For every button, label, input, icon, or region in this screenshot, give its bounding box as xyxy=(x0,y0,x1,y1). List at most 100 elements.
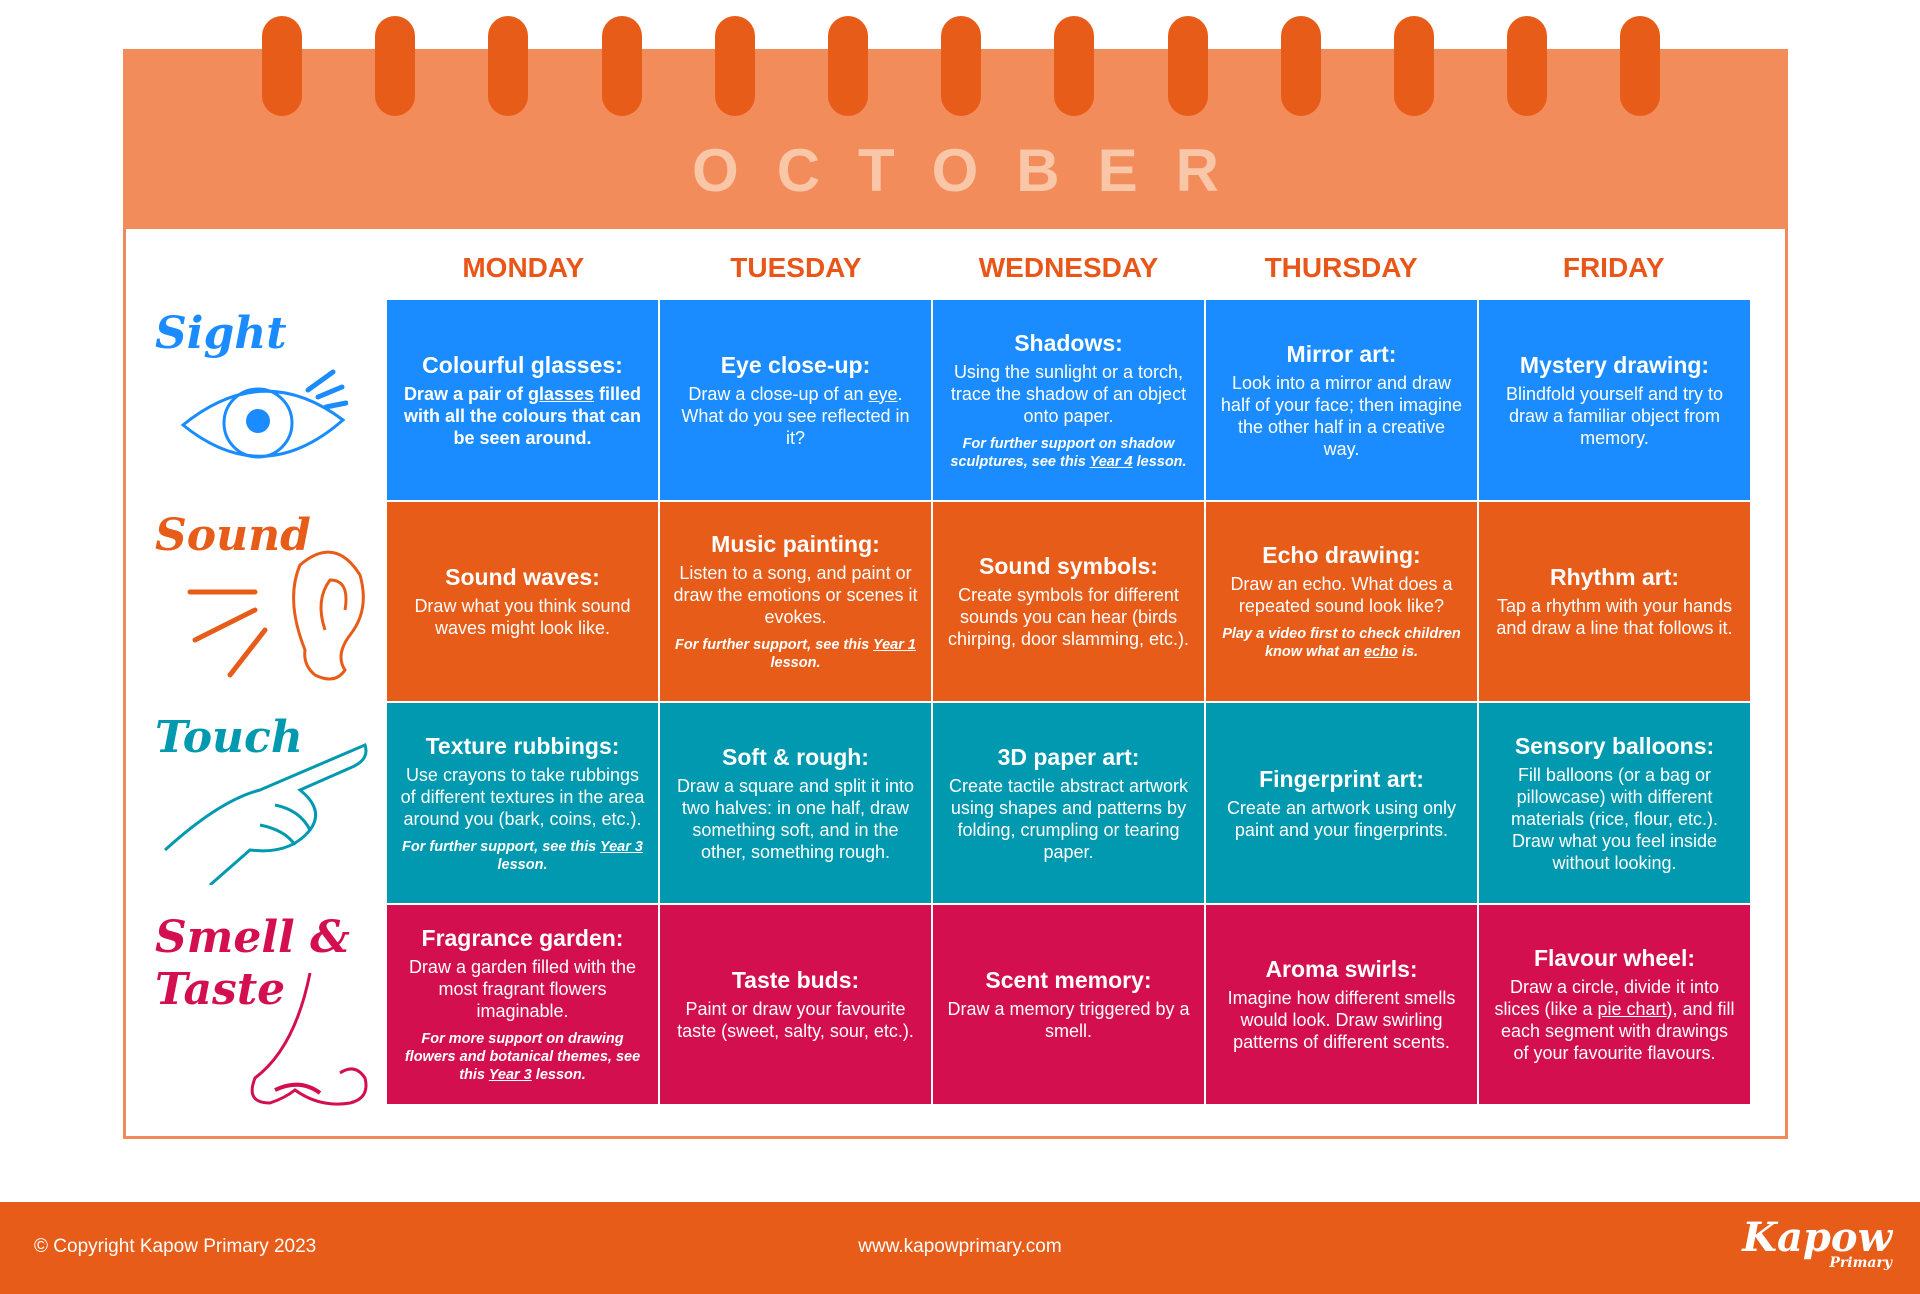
activity-title: Mirror art: xyxy=(1286,340,1397,367)
note-text: lesson. xyxy=(1132,453,1187,470)
activity-description: Draw a circle, divide it into slices (li… xyxy=(1491,976,1738,1064)
activity-description: Create an artwork using only paint and y… xyxy=(1218,797,1465,841)
binder-ring xyxy=(601,16,642,116)
activity-cell: Sound waves: Draw what you think sound wa… xyxy=(387,501,658,701)
activity-cell: Aroma swirls: Imagine how different smell… xyxy=(1206,904,1477,1104)
description-text: Using the sunlight or a torch, trace the… xyxy=(950,361,1187,426)
activity-cell: Echo drawing: Draw an echo. What does a r… xyxy=(1206,501,1477,701)
activity-title: Flavour wheel: xyxy=(1533,945,1696,972)
description-link[interactable]: glasses xyxy=(527,383,595,404)
day-friday: FRIDAY xyxy=(1562,252,1665,283)
website-link[interactable]: www.kapowprimary.com xyxy=(858,1236,1062,1257)
binder-ring xyxy=(488,16,529,116)
pointing-hand-icon xyxy=(163,742,368,885)
binder-ring xyxy=(1620,16,1661,116)
activity-description: Paint or draw your favourite taste (swee… xyxy=(672,998,919,1042)
activity-title: Texture rubbings: xyxy=(425,732,620,759)
activity-cell: Sensory balloons: Fill balloons (or a bag… xyxy=(1479,703,1750,903)
note-text: lesson. xyxy=(531,1067,586,1084)
description-text: Tap a rhythm with your hands and draw a … xyxy=(1496,596,1733,639)
description-text: Create tactile abstract artwork using sh… xyxy=(948,775,1189,862)
support-note: For more support on drawing flowers and … xyxy=(399,1030,646,1084)
description-text: Blindfold yourself and try to draw a fam… xyxy=(1505,383,1724,448)
note-text: Play a video first to check children kno… xyxy=(1222,626,1461,661)
description-text: Draw a pair of xyxy=(403,383,528,404)
activity-description: Fill balloons (or a bag or pillowcase) w… xyxy=(1491,764,1738,874)
activity-grid: Colourful glasses: Draw a pair of glasses… xyxy=(387,300,1750,1104)
day-monday: MONDAY xyxy=(462,252,585,283)
sense-label-sight: Sight xyxy=(155,308,287,359)
activity-description: Draw a memory triggered by a smell. xyxy=(945,998,1192,1042)
activity-description: Tap a rhythm with your hands and draw a … xyxy=(1491,595,1738,639)
description-text: Draw a memory triggered by a smell. xyxy=(947,999,1190,1042)
activity-description: Using the sunlight or a torch, trace the… xyxy=(945,361,1192,427)
eye-icon xyxy=(180,369,348,459)
note-text: For more support on drawing flowers and … xyxy=(404,1031,641,1084)
activity-description: Draw a pair of glasses filled with all t… xyxy=(399,383,646,449)
activity-title: Echo drawing: xyxy=(1262,542,1421,569)
activity-cell: Texture rubbings: Use crayons to take rub… xyxy=(387,703,658,903)
activity-title: Music painting: xyxy=(711,531,880,558)
activity-description: Draw a garden filled with the most fragr… xyxy=(399,956,646,1022)
description-text: Fill balloons (or a bag or pillowcase) w… xyxy=(1510,764,1719,873)
activity-description: Draw an echo. What does a repeated sound… xyxy=(1218,573,1465,617)
binder-ring xyxy=(1507,16,1548,116)
day-tuesday: TUESDAY xyxy=(730,252,862,283)
activity-title: Fingerprint art: xyxy=(1259,765,1424,792)
activity-description: Blindfold yourself and try to draw a fam… xyxy=(1491,383,1738,449)
activity-cell: Soft & rough: Draw a square and split it … xyxy=(660,703,931,903)
note-text: For further support, see this xyxy=(402,838,600,855)
activity-title: Mystery drawing: xyxy=(1519,351,1710,378)
weekday-headings: MONDAY TUESDAY WEDNESDAY THURSDAY FRIDAY xyxy=(387,252,1750,284)
footer: © Copyright Kapow Primary 2023 www.kapow… xyxy=(0,1202,1920,1294)
logo-subtext: Primary xyxy=(1829,1255,1892,1271)
activity-title: Scent memory: xyxy=(985,967,1152,994)
support-note: Play a video first to check children kno… xyxy=(1218,625,1465,661)
activity-cell: Mirror art: Look into a mirror and draw h… xyxy=(1206,300,1477,500)
description-text: . What do you see reflected in it? xyxy=(681,383,910,448)
activity-cell: Fragrance garden: Draw a garden filled wi… xyxy=(387,904,658,1104)
activity-title: Eye close-up: xyxy=(720,351,871,378)
activity-description: Listen to a song, and paint or draw the … xyxy=(672,562,919,628)
note-text: lesson. xyxy=(497,856,548,873)
binder-ring xyxy=(262,16,302,116)
binder-ring xyxy=(714,16,755,116)
description-text: Create an artwork using only paint and y… xyxy=(1226,797,1457,840)
sense-label-touch: Touch xyxy=(155,712,303,763)
support-note: For further support, see this Year 3 les… xyxy=(399,838,646,874)
description-link[interactable]: pie chart xyxy=(1597,999,1667,1020)
support-note: For further support, see this Year 1 les… xyxy=(672,636,919,672)
lesson-link[interactable]: Year 4 xyxy=(1089,453,1133,470)
lesson-link[interactable]: Year 3 xyxy=(488,1067,532,1084)
description-text: Draw a square and split it into two halv… xyxy=(676,775,915,862)
description-text: Draw what you think sound waves might lo… xyxy=(414,596,631,639)
description-link[interactable]: eye xyxy=(868,383,898,404)
lesson-link[interactable]: echo xyxy=(1364,644,1398,661)
description-text: Create symbols for different sounds you … xyxy=(947,585,1190,650)
description-text: Draw an echo. What does a repeated sound… xyxy=(1230,574,1453,617)
description-text: Draw a circle, divide it into slices (li… xyxy=(1494,977,1720,1020)
activity-cell: Eye close-up: Draw a close-up of an eye. … xyxy=(660,300,931,500)
activity-description: Draw a close-up of an eye. What do you s… xyxy=(672,383,919,449)
kapow-logo: Kapow Primary xyxy=(1742,1218,1892,1271)
activity-title: Sound symbols: xyxy=(979,553,1158,580)
activity-description: Create symbols for different sounds you … xyxy=(945,584,1192,650)
description-text: Draw a garden filled with the most fragr… xyxy=(408,957,637,1022)
activity-cell: Scent memory: Draw a memory triggered by … xyxy=(933,904,1204,1104)
lesson-link[interactable]: Year 3 xyxy=(599,838,643,855)
activity-cell: Colourful glasses: Draw a pair of glasses… xyxy=(387,300,658,500)
binder-ring xyxy=(375,16,416,116)
activity-cell: Rhythm art: Tap a rhythm with your hands … xyxy=(1479,501,1750,701)
activity-description: Draw a square and split it into two halv… xyxy=(672,775,919,863)
activity-description: Imagine how different smells would look.… xyxy=(1218,987,1465,1053)
activity-cell: Fingerprint art: Create an artwork using … xyxy=(1206,703,1477,903)
description-text: Listen to a song, and paint or draw the … xyxy=(673,563,918,628)
activity-title: Sensory balloons: xyxy=(1514,732,1715,759)
note-text: is. xyxy=(1397,644,1419,661)
description-text: Use crayons to take rubbings of differen… xyxy=(400,764,645,829)
lesson-link[interactable]: Year 1 xyxy=(872,637,916,654)
binder-ring xyxy=(1280,16,1321,116)
activity-description: Draw what you think sound waves might lo… xyxy=(399,595,646,639)
activity-description: Create tactile abstract artwork using sh… xyxy=(945,775,1192,863)
support-note: For further support on shadow sculptures… xyxy=(945,435,1192,471)
